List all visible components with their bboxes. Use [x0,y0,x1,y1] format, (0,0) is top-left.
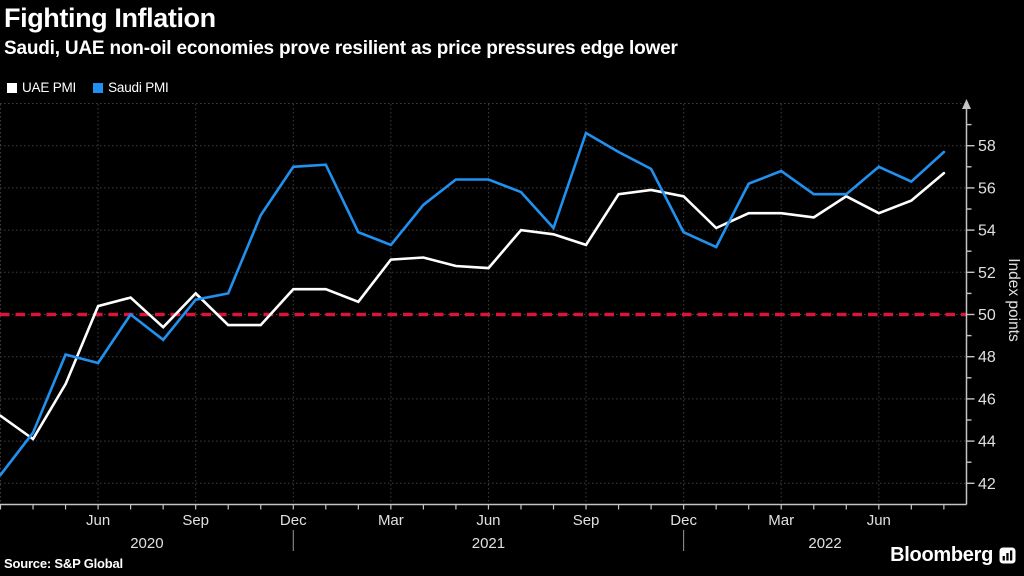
bloomberg-brand: Bloomberg [890,544,1016,567]
x-tick-label: Sep [573,512,600,529]
y-tick-label: 54 [978,223,996,240]
uae-pmi-legend-label: UAE PMI [22,80,77,95]
source-label: Source: S&P Global [4,556,123,571]
uae-pmi-legend-swatch-icon [7,82,17,93]
year-label: 2020 [130,535,163,552]
saudi-pmi-legend-swatch-icon [93,82,104,93]
legend-item-saudi-pmi: Saudi PMI [93,80,169,95]
pmi-line-chart: 42 44 46 48 50 52 54 56 58 Index points Jun Sep Dec M… [0,99,1022,552]
y-tick-label: 56 [978,180,996,197]
year-label: 2022 [808,535,841,552]
x-tick-label: Sep [182,512,209,529]
y-tick-label: 42 [978,476,996,493]
saudi-pmi-line [0,131,946,477]
y-tick-label: 48 [978,349,996,366]
chart-subtitle: Saudi, UAE non-oil economies prove resil… [4,38,678,59]
x-tick-label: Dec [670,512,697,529]
x-tick-label: Mar [768,512,794,529]
y-tick-label: 50 [978,307,996,324]
y-axis-title: Index points [1005,258,1022,342]
chart-title: Fighting Inflation [4,3,216,33]
x-tick-label: Jun [867,512,891,529]
x-tick-label: Jun [476,512,500,529]
y-tick-label: 52 [978,265,996,282]
bloomberg-chart-bars-icon [999,547,1016,564]
y-axis-arrow-icon [962,99,971,109]
x-tick-label: Jun [86,512,110,529]
legend-item-uae-pmi: UAE PMI [7,80,76,95]
x-tick-label: Mar [378,512,404,529]
saudi-pmi-legend-label: Saudi PMI [108,80,169,95]
bloomberg-logo-text: Bloomberg [890,544,993,566]
x-tick-label: Dec [280,512,307,529]
y-tick-label: 46 [978,391,996,408]
uae-pmi-line [0,171,946,441]
chart-legend: UAE PMI Saudi PMI [7,80,169,95]
y-tick-label: 58 [978,138,996,155]
y-tick-label: 44 [978,434,996,451]
year-label: 2021 [472,535,505,552]
